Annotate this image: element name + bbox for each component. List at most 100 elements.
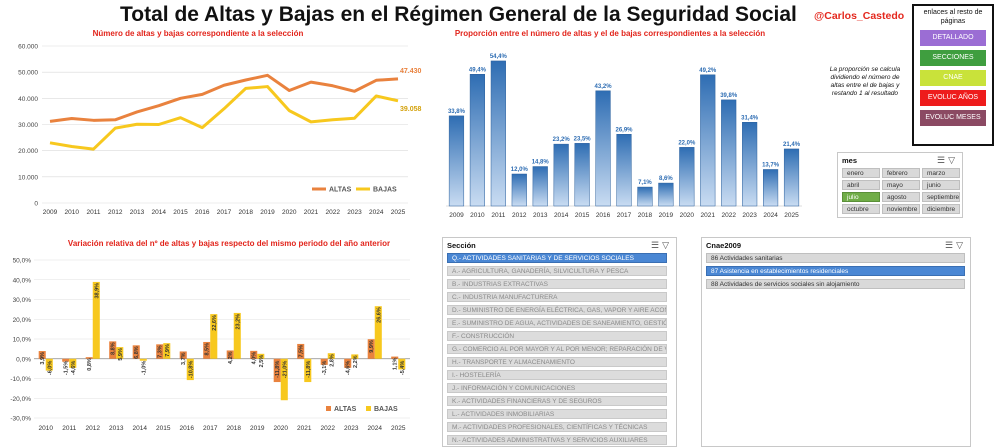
mes-slicer-item[interactable]: febrero xyxy=(882,168,920,178)
x-tick-label: 2018 xyxy=(227,425,242,432)
mes-slicer-item[interactable]: noviembre xyxy=(882,204,920,214)
x-tick-label: 2009 xyxy=(449,212,464,219)
mes-slicer-item[interactable]: junio xyxy=(922,180,960,190)
variation-bar-altas xyxy=(109,341,117,359)
proportion-bar xyxy=(721,99,737,207)
seccion-slicer-item[interactable]: I.- HOSTELERÍA xyxy=(447,370,667,380)
slicer-filter-icons[interactable]: ☰▽ xyxy=(937,155,958,165)
seccion-slicer-item[interactable]: C.- INDUSTRIA MANUFACTURERA xyxy=(447,292,667,302)
x-tick-label: 2021 xyxy=(701,212,716,219)
variation-bar-altas xyxy=(367,339,375,359)
y-tick-label: 40.000 xyxy=(18,96,38,103)
variation-bar-altas xyxy=(38,351,46,359)
seccion-slicer-item[interactable]: K.- ACTIVIDADES FINANCIERAS Y DE SEGUROS xyxy=(447,396,667,406)
nav-button-evoluc-años[interactable]: EVOLUC AÑOS xyxy=(920,90,986,106)
bar-value-label: 8,6% xyxy=(659,176,673,182)
cnae-slicer-item[interactable]: 88 Actividades de servicios sociales sin… xyxy=(706,279,965,289)
seccion-slicer-item[interactable]: N.- ACTIVIDADES ADMINISTRATIVAS Y SERVIC… xyxy=(447,435,667,445)
mes-slicer-header: mes xyxy=(842,156,858,165)
seccion-slicer-item[interactable]: B.- INDUSTRIAS EXTRACTIVAS xyxy=(447,279,667,289)
variation-bar-altas xyxy=(297,343,305,359)
seccion-slicer-item[interactable]: H.- TRANSPORTE Y ALMACENAMIENTO xyxy=(447,357,667,367)
mes-slicer-item[interactable]: enero xyxy=(842,168,880,178)
x-tick-label: 2020 xyxy=(282,209,297,216)
proportion-bar xyxy=(637,186,653,207)
mes-slicer-item[interactable]: mayo xyxy=(882,180,920,190)
bar-value-label: 8,8% xyxy=(111,342,117,355)
bar-value-label: 26,9% xyxy=(615,127,633,133)
variation-bar-bajas xyxy=(233,312,241,359)
x-tick-label: 2019 xyxy=(250,425,265,432)
nav-button-detallado[interactable]: DETALLADO xyxy=(920,30,986,46)
variation-bar-bajas xyxy=(374,306,382,359)
x-tick-label: 2016 xyxy=(596,212,611,219)
mes-slicer-item[interactable]: abril xyxy=(842,180,880,190)
x-tick-label: 2014 xyxy=(152,209,167,216)
x-tick-label: 2016 xyxy=(180,425,195,432)
bar-value-label: 4,0% xyxy=(252,352,258,365)
bar-value-label: 14,8% xyxy=(532,160,550,166)
mes-slicer-item[interactable]: octubre xyxy=(842,204,880,214)
seccion-slicer-item[interactable]: J.- INFORMACIÓN Y COMUNICACIONES xyxy=(447,383,667,393)
x-tick-label: 2023 xyxy=(742,212,757,219)
seccion-slicer-item[interactable]: E.- SUMINISTRO DE AGUA, ACTIVIDADES DE S… xyxy=(447,318,667,328)
proportion-bar xyxy=(679,147,695,207)
bar-value-label: -10,8% xyxy=(188,361,194,379)
x-tick-label: 2010 xyxy=(65,209,80,216)
x-tick-label: 2020 xyxy=(680,212,695,219)
proportion-bar xyxy=(574,143,590,207)
nav-button-secciones[interactable]: SECCIONES xyxy=(920,50,986,66)
seccion-slicer-item[interactable]: M.- ACTIVIDADES PROFESIONALES, CIENTÍFIC… xyxy=(447,422,667,432)
y-tick-label: -30,0% xyxy=(10,416,31,423)
bar-value-label: 23,2% xyxy=(553,137,571,143)
x-tick-label: 2022 xyxy=(326,209,341,216)
bar-value-label: 7,1% xyxy=(638,180,652,186)
variation-bar-bajas xyxy=(327,353,335,359)
mes-slicer-item[interactable]: diciembre xyxy=(922,204,960,214)
seccion-slicer-item[interactable]: Q.- ACTIVIDADES SANITARIAS Y DE SERVICIO… xyxy=(447,253,667,263)
bar-value-label: 8,5% xyxy=(205,343,211,356)
variation-bar-altas xyxy=(320,358,328,365)
proportion-bar xyxy=(553,143,569,207)
seccion-slicer-item[interactable]: D.- SUMINISTRO DE ENERGÍA ELÉCTRICA, GAS… xyxy=(447,305,667,315)
mes-slicer-item[interactable]: septiembre xyxy=(922,192,960,202)
x-tick-label: 2014 xyxy=(133,425,148,432)
mes-slicer-item[interactable]: marzo xyxy=(922,168,960,178)
slicer-filter-icons[interactable]: ☰▽ xyxy=(945,240,966,250)
x-tick-label: 2015 xyxy=(173,209,188,216)
bar-value-label: 2,5% xyxy=(259,355,265,368)
mes-slicer-item[interactable]: agosto xyxy=(882,192,920,202)
bar-value-label: 7,9% xyxy=(165,344,171,357)
proportion-bar-chart: Proporción entre el número de altas y el… xyxy=(446,29,802,219)
x-tick-label: 2014 xyxy=(554,212,569,219)
variation-bar-bajas xyxy=(257,353,265,359)
slicer-filter-icons[interactable]: ☰▽ xyxy=(651,240,672,250)
variation-bar-bajas xyxy=(210,314,218,359)
nav-button-evoluc-meses[interactable]: EVOLUC MESES xyxy=(920,110,986,126)
x-tick-label: 2019 xyxy=(659,212,674,219)
seccion-slicer-item[interactable]: F.- CONSTRUCCIÓN xyxy=(447,331,667,341)
nav-button-cnae[interactable]: CNAE xyxy=(920,70,986,86)
x-tick-label: 2018 xyxy=(239,209,254,216)
end-label-bajas: 39.058 xyxy=(400,106,422,113)
cnae-slicer-item[interactable]: 87 Asistencia en establecimientos reside… xyxy=(706,266,965,276)
seccion-slicer-item[interactable]: L.- ACTIVIDADES INMOBILIARIAS xyxy=(447,409,667,419)
variation-bar-altas xyxy=(273,358,281,383)
seccion-slicer-item[interactable]: A.- AGRICULTURA, GANADERÍA, SILVICULTURA… xyxy=(447,266,667,276)
mes-slicer-item[interactable]: julio xyxy=(842,192,880,202)
seccion-slicer-item[interactable]: G.- COMERCIO AL POR MAYOR Y AL POR MENOR… xyxy=(447,344,667,354)
cnae-slicer-header: Cnae2009 xyxy=(706,241,742,250)
bar-value-label: 2,2% xyxy=(353,355,359,368)
variation-bar-bajas xyxy=(398,358,406,370)
legend-swatch-altas xyxy=(326,406,331,411)
variation-bar-bajas xyxy=(92,281,100,359)
variation-bar-bajas xyxy=(139,358,147,361)
legend-label-bajas: BAJAS xyxy=(374,406,398,413)
y-tick-label: -10,0% xyxy=(10,376,31,383)
bar-value-label: 7,5% xyxy=(299,345,305,358)
x-tick-label: 2024 xyxy=(763,212,778,219)
bar-value-label: -1,5% xyxy=(64,361,70,375)
cnae-slicer-item[interactable]: 86 Actividades sanitarias xyxy=(706,253,965,263)
bar-value-label: 3,7% xyxy=(181,352,187,365)
bar-value-label: 23,2% xyxy=(235,314,241,330)
